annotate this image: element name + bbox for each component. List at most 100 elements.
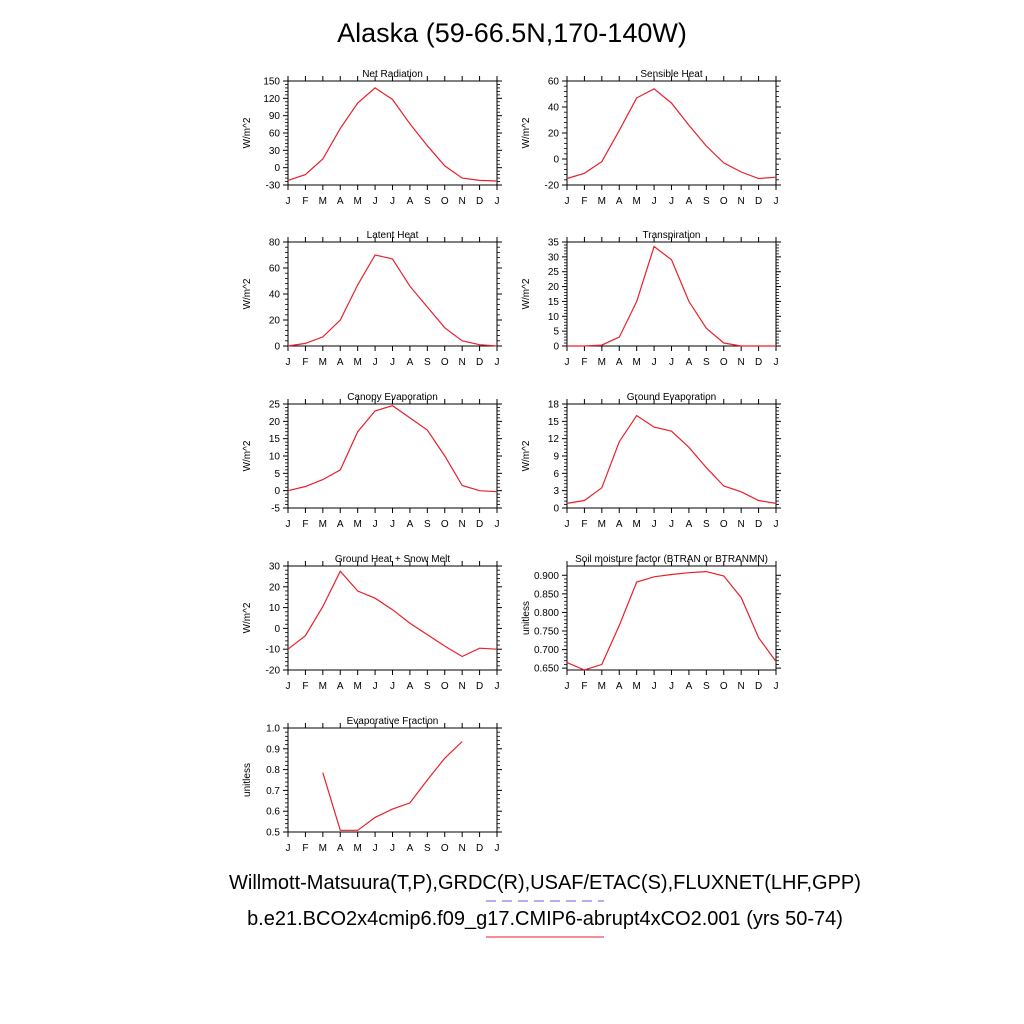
y-axis-label: W/m^2	[521, 440, 532, 471]
x-tick-label: M	[632, 681, 640, 692]
panel-title: Transpiration	[643, 230, 701, 241]
series-line	[287, 87, 498, 182]
x-tick-label: A	[407, 519, 414, 530]
x-tick-label: A	[616, 196, 623, 207]
plot-frame	[566, 80, 777, 186]
plot-frame	[566, 241, 777, 347]
observations-credit: Willmott-Matsuura(T,P),GRDC(R),USAF/ETAC…	[229, 872, 861, 894]
x-tick-label: M	[598, 519, 606, 530]
x-tick-label: M	[319, 196, 327, 207]
y-axis-label: W/m^2	[242, 602, 253, 633]
y-tick-label: 0.650	[534, 664, 559, 675]
x-tick-label: O	[720, 519, 728, 530]
x-tick-label: J	[373, 519, 378, 530]
x-tick-label: F	[302, 357, 308, 368]
legend-model-line	[486, 936, 604, 938]
series-line	[287, 254, 498, 347]
legend-obs-line	[486, 900, 604, 902]
y-tick-label: 0.7	[266, 786, 280, 797]
panel-title: Net Radiation	[362, 69, 423, 80]
x-tick-label: N	[459, 519, 466, 530]
y-tick-label: 20	[548, 129, 560, 140]
y-tick-label: 10	[548, 312, 560, 323]
x-tick-label: J	[286, 681, 291, 692]
x-tick-label: M	[319, 357, 327, 368]
x-tick-label: S	[703, 519, 710, 530]
y-tick-label: -20	[266, 666, 281, 677]
y-axis-label: W/m^2	[242, 440, 253, 471]
panel-title: Soil moisture factor (BTRAN or BTRANMN)	[575, 554, 768, 565]
series-line	[566, 570, 777, 671]
x-tick-label: D	[476, 519, 483, 530]
y-tick-label: 0.6	[266, 807, 280, 818]
y-tick-label: 0	[274, 624, 280, 635]
x-tick-label: F	[581, 681, 587, 692]
panel-title: Ground Heat + Snow Melt	[335, 554, 451, 565]
x-tick-label: O	[441, 519, 449, 530]
plot-frame	[287, 403, 498, 509]
x-tick-label: O	[720, 196, 728, 207]
y-tick-label: 60	[269, 129, 281, 140]
y-tick-label: 0	[553, 342, 559, 353]
plot-frame	[287, 727, 498, 833]
y-tick-label: 120	[263, 94, 280, 105]
x-tick-label: F	[302, 843, 308, 854]
x-tick-label: S	[703, 196, 710, 207]
x-tick-label: M	[319, 843, 327, 854]
x-tick-label: J	[669, 681, 674, 692]
y-tick-label: 60	[548, 77, 560, 88]
y-tick-label: 0	[274, 163, 280, 174]
y-tick-label: 40	[548, 103, 560, 114]
x-tick-label: J	[373, 196, 378, 207]
x-tick-label: M	[319, 681, 327, 692]
x-tick-label: M	[632, 196, 640, 207]
x-tick-label: F	[581, 196, 587, 207]
y-tick-label: 0.9	[266, 744, 280, 755]
x-tick-label: S	[703, 357, 710, 368]
y-tick-label: -30	[266, 181, 281, 192]
x-tick-label: J	[565, 357, 570, 368]
y-axis-label: W/m^2	[242, 117, 253, 148]
y-tick-label: 35	[548, 238, 560, 249]
panel-title: Ground Evaporation	[627, 392, 717, 403]
y-tick-label: 15	[548, 297, 560, 308]
x-tick-label: J	[495, 681, 500, 692]
series-line	[287, 570, 498, 658]
x-tick-label: A	[337, 681, 344, 692]
x-tick-label: J	[390, 196, 395, 207]
y-tick-label: 18	[548, 400, 560, 411]
y-tick-label: 0.8	[266, 765, 280, 776]
y-tick-label: 10	[269, 603, 281, 614]
x-tick-label: J	[565, 519, 570, 530]
x-tick-label: M	[353, 196, 361, 207]
x-tick-label: M	[598, 357, 606, 368]
panel-7: Ground Heat + Snow Melt W/m^2 -20 -10 0 10 20 3…	[242, 554, 502, 692]
x-tick-label: N	[459, 196, 466, 207]
x-tick-label: M	[353, 681, 361, 692]
y-tick-label: 0.850	[534, 589, 559, 600]
panel-title: Canopy Evaporation	[347, 392, 438, 403]
x-tick-label: D	[476, 196, 483, 207]
x-tick-label: A	[616, 357, 623, 368]
x-tick-label: N	[738, 519, 745, 530]
x-tick-label: J	[373, 681, 378, 692]
y-tick-label: 0	[553, 155, 559, 166]
y-tick-label: 0.900	[534, 571, 559, 582]
y-tick-label: 90	[269, 111, 281, 122]
y-tick-label: 0.5	[266, 828, 280, 839]
plot-frame	[566, 565, 777, 671]
x-tick-label: F	[302, 196, 308, 207]
x-tick-label: J	[774, 196, 779, 207]
x-tick-label: J	[390, 357, 395, 368]
y-tick-label: 9	[553, 452, 559, 463]
x-tick-label: J	[652, 681, 657, 692]
x-tick-label: J	[373, 843, 378, 854]
x-tick-label: J	[495, 519, 500, 530]
x-tick-label: A	[337, 357, 344, 368]
x-tick-label: J	[286, 196, 291, 207]
x-tick-label: D	[755, 519, 762, 530]
y-tick-label: 0	[274, 342, 280, 353]
x-tick-label: M	[632, 357, 640, 368]
